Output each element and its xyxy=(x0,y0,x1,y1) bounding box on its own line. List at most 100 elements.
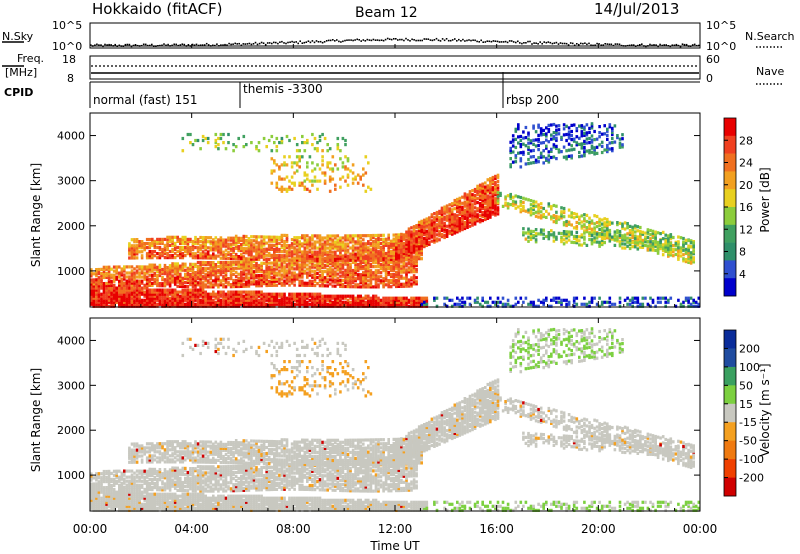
power-cell xyxy=(176,290,179,294)
power-cell xyxy=(537,205,540,209)
power-cell xyxy=(189,237,192,241)
power-cell xyxy=(163,292,167,296)
power-cell xyxy=(400,232,403,236)
power-cell xyxy=(298,296,301,300)
power-cell xyxy=(199,260,202,265)
power-cell xyxy=(466,195,469,199)
nsky-point xyxy=(167,43,169,46)
power-cell xyxy=(313,294,317,298)
power-cell xyxy=(517,195,520,199)
power-cell xyxy=(336,234,340,238)
power-cell xyxy=(123,288,126,292)
power-cell xyxy=(430,219,434,223)
power-cell xyxy=(275,237,279,241)
power-cell xyxy=(448,221,451,225)
power-cell xyxy=(107,277,111,281)
power-cell xyxy=(679,246,683,250)
power-cell xyxy=(118,300,121,304)
power-cell xyxy=(539,216,543,220)
power-cell xyxy=(95,304,98,308)
power-cell xyxy=(110,283,113,287)
power-cell xyxy=(110,298,113,302)
power-cell xyxy=(400,249,403,253)
power-cell xyxy=(529,207,533,211)
power-cell xyxy=(308,254,312,258)
power-cell xyxy=(415,234,418,238)
power-cell xyxy=(389,255,393,259)
power-cell xyxy=(692,258,695,262)
power-cell xyxy=(659,247,662,251)
power-cell xyxy=(184,296,187,300)
power-cell xyxy=(364,261,368,265)
power-cell xyxy=(443,215,446,219)
power-cell xyxy=(199,285,202,289)
power-cell xyxy=(222,262,225,267)
power-cell xyxy=(524,162,528,166)
power-cell xyxy=(471,213,474,217)
power-cell xyxy=(478,214,482,218)
nsky-point xyxy=(683,43,686,46)
power-cell xyxy=(222,277,225,281)
power-cell xyxy=(374,279,378,283)
power-cell xyxy=(234,238,238,242)
power-cell xyxy=(143,286,146,290)
power-cell xyxy=(420,219,423,223)
power-cell xyxy=(420,223,423,227)
power-cell xyxy=(173,298,177,302)
power-cell xyxy=(555,237,558,241)
power-cell xyxy=(237,290,240,294)
power-cell xyxy=(100,298,103,302)
nsky-point xyxy=(220,44,222,46)
power-cell xyxy=(410,234,413,238)
power-cell xyxy=(275,292,279,296)
power-cell xyxy=(267,271,271,275)
power-cell xyxy=(382,298,385,302)
power-cell xyxy=(616,221,619,225)
power-cell xyxy=(382,262,385,267)
power-cell xyxy=(415,276,418,280)
power-cell xyxy=(453,217,457,221)
power-cell xyxy=(323,284,327,288)
power-cell xyxy=(458,200,462,204)
power-cell xyxy=(407,262,411,266)
power-cell xyxy=(194,296,197,300)
power-cell xyxy=(191,304,195,308)
power-cell xyxy=(130,277,134,281)
power-cell xyxy=(168,264,172,268)
power-cell xyxy=(229,268,233,272)
power-cell xyxy=(123,286,126,290)
power-cell xyxy=(425,219,429,223)
power-cell xyxy=(550,233,553,237)
power-cell xyxy=(295,292,299,296)
nsky-point xyxy=(443,39,446,42)
power-cell xyxy=(229,272,233,277)
nsky-point xyxy=(258,42,261,45)
power-cell xyxy=(412,266,416,270)
power-cell xyxy=(145,277,149,281)
power-cell xyxy=(224,248,228,252)
power-cell xyxy=(118,281,121,285)
power-cell xyxy=(229,304,233,308)
power-cell xyxy=(463,222,467,227)
power-cell xyxy=(229,254,233,258)
power-cell xyxy=(257,298,261,302)
power-cell xyxy=(450,204,454,208)
power-cell xyxy=(163,278,167,282)
power-cell xyxy=(125,292,129,296)
nsky-point xyxy=(397,39,399,41)
nsky-point xyxy=(401,38,403,41)
power-cell xyxy=(417,241,421,245)
power-cell xyxy=(227,250,230,254)
power-cell xyxy=(328,248,332,252)
power-cell xyxy=(196,246,200,250)
power-cell xyxy=(364,296,368,300)
power-cell xyxy=(395,304,398,308)
power-cell xyxy=(641,232,645,236)
power-cell xyxy=(606,226,609,230)
nsky-point xyxy=(679,45,682,48)
power-cell xyxy=(273,263,276,267)
power-cell xyxy=(252,296,256,300)
power-cell xyxy=(217,242,220,246)
power-cell xyxy=(179,284,182,288)
nsky-point xyxy=(238,42,240,45)
